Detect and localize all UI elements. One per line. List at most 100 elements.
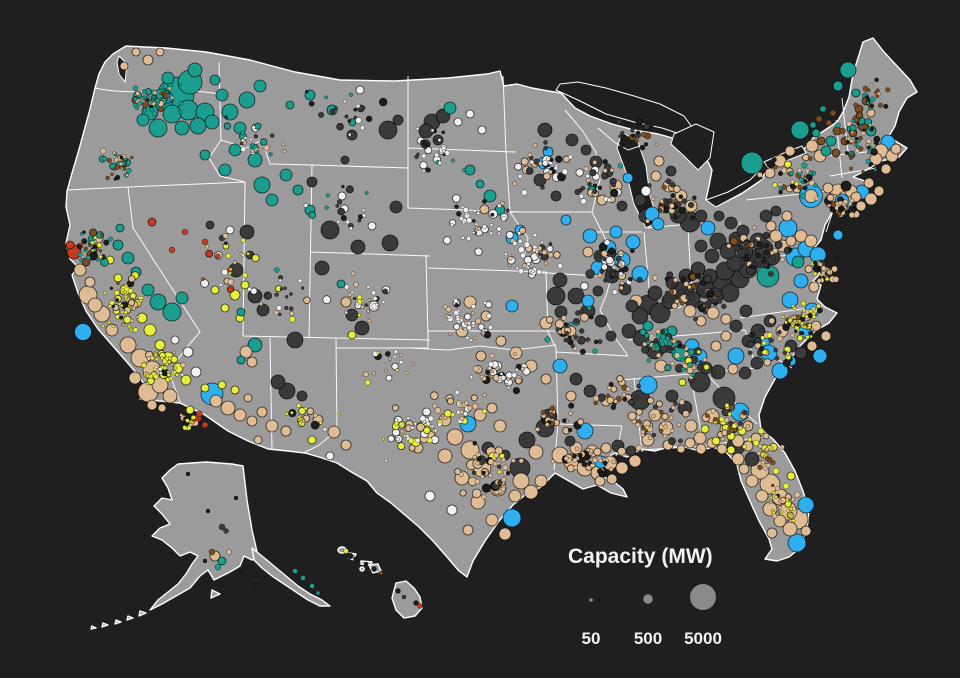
plant-bubble	[625, 299, 639, 313]
plant-bubble	[453, 323, 461, 331]
plant-bubble	[732, 427, 738, 433]
plant-bubble	[305, 89, 309, 94]
plant-bubble	[282, 149, 287, 154]
plant-bubble	[313, 413, 318, 418]
plant-bubble	[296, 403, 302, 409]
plant-bubble	[430, 128, 435, 133]
plant-bubble	[880, 163, 892, 175]
plant-bubble	[605, 330, 617, 342]
plant-bubble	[474, 222, 479, 227]
plant-bubble	[561, 418, 567, 424]
plant-bubble	[423, 145, 428, 150]
plant-bubble	[568, 321, 573, 327]
plant-bubble	[870, 148, 878, 156]
plant-bubble	[300, 286, 305, 290]
plant-bubble	[107, 320, 112, 325]
plant-bubble	[774, 485, 781, 491]
plant-bubble	[615, 255, 622, 262]
plant-bubble	[270, 374, 286, 390]
plant-bubble	[865, 101, 870, 105]
plant-bubble	[142, 108, 147, 113]
plant-bubble	[388, 357, 392, 361]
plant-bubble	[226, 285, 235, 293]
plant-bubble	[592, 395, 600, 402]
plant-bubble	[160, 356, 164, 361]
plant-bubble	[364, 191, 369, 195]
plant-bubble	[347, 330, 357, 340]
plant-bubble	[557, 263, 563, 269]
plant-bubble	[831, 148, 841, 158]
plant-bubble	[392, 114, 404, 126]
plant-bubble	[357, 313, 362, 318]
plant-bubble	[162, 388, 178, 404]
plant-bubble	[690, 372, 696, 378]
plant-bubble	[796, 323, 800, 327]
plant-bubble	[515, 367, 519, 372]
plant-bubble	[315, 590, 321, 596]
plant-bubble	[778, 505, 783, 510]
plant-bubble	[443, 236, 452, 245]
plant-bubble	[413, 422, 417, 426]
plant-bubble	[79, 231, 84, 236]
plant-bubble	[746, 340, 755, 349]
plant-bubble	[649, 302, 671, 324]
plant-bubble	[712, 295, 717, 301]
plant-bubble	[885, 87, 891, 93]
plant-bubble	[520, 366, 526, 372]
plant-bubble	[178, 101, 184, 106]
plant-bubble	[825, 119, 833, 127]
plant-bubble	[633, 193, 647, 207]
plant-bubble	[178, 110, 182, 114]
plant-bubble	[694, 239, 708, 253]
plant-bubble	[873, 168, 878, 172]
plant-bubble	[240, 280, 250, 290]
plant-bubble	[470, 304, 476, 309]
plant-bubble	[832, 229, 844, 241]
plant-bubble	[671, 282, 676, 288]
plant-bubble	[502, 464, 509, 471]
plant-bubble	[375, 302, 379, 307]
plant-bubble	[499, 372, 504, 376]
plant-bubble	[655, 328, 661, 334]
plant-bubble	[724, 403, 730, 408]
plant-bubble	[804, 265, 813, 274]
plant-bubble	[96, 242, 102, 248]
plant-bubble	[224, 115, 229, 119]
plant-bubble	[599, 268, 605, 274]
plant-bubble	[800, 525, 812, 537]
plant-bubble	[426, 437, 433, 444]
plant-bubble	[812, 348, 828, 364]
plant-bubble	[854, 136, 859, 141]
plant-bubble	[788, 247, 793, 253]
plant-bubble	[477, 125, 487, 135]
plant-bubble	[607, 385, 612, 391]
plant-bubble	[479, 374, 484, 379]
plant-bubble	[523, 484, 539, 500]
plant-bubble	[617, 163, 624, 169]
plant-bubble	[116, 281, 120, 285]
plant-bubble	[579, 348, 586, 355]
plant-bubble	[659, 428, 664, 434]
plant-bubble	[98, 254, 103, 259]
plant-bubble	[348, 92, 353, 97]
plant-bubble	[515, 377, 523, 385]
plant-bubble	[162, 83, 169, 89]
plant-bubble	[353, 281, 359, 288]
legend-title: Capacity (MW)	[568, 545, 713, 568]
plant-bubble	[197, 416, 201, 420]
plant-bubble	[152, 111, 158, 117]
plant-bubble	[819, 105, 827, 113]
plant-bubble	[123, 310, 128, 315]
plant-bubble	[776, 335, 783, 342]
plant-bubble	[309, 583, 315, 589]
plant-bubble	[505, 299, 519, 313]
plant-bubble	[446, 397, 455, 405]
plant-bubble	[399, 429, 405, 434]
plant-bubble	[450, 223, 454, 227]
plant-bubble	[472, 440, 478, 446]
plant-bubble	[132, 327, 139, 333]
plant-bubble	[607, 247, 616, 255]
plant-bubble	[95, 257, 100, 262]
plant-bubble	[765, 220, 777, 232]
plant-bubble	[763, 262, 769, 268]
